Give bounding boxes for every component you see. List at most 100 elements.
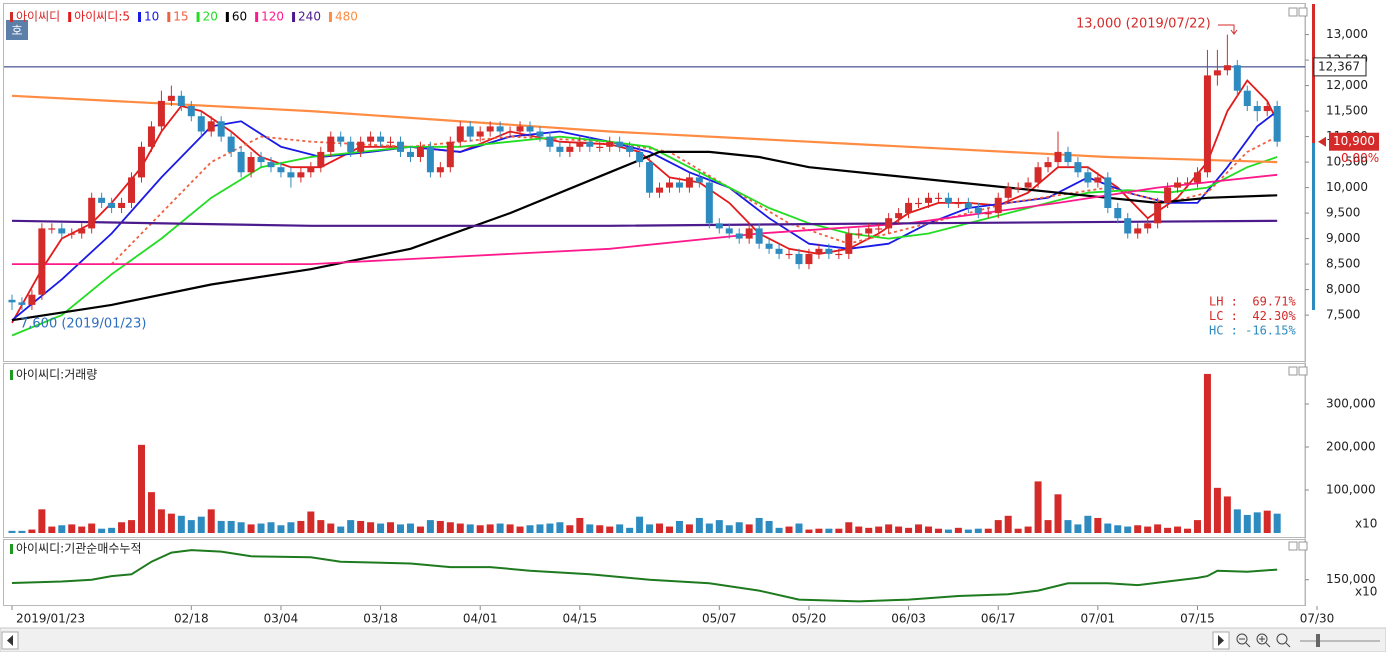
legend-label: 480: [335, 10, 358, 24]
volume-bar: [68, 524, 76, 533]
volume-bar: [347, 520, 355, 533]
y-tick-label: 8,500: [1326, 257, 1360, 271]
candle-body: [1253, 106, 1261, 112]
axes: 7,500 8,000 8,500 9,000 9,500 10,000 10,500 11,…: [11, 27, 1379, 626]
volume-bar: [98, 528, 106, 533]
legend-swatch: [225, 12, 229, 22]
candle-body: [307, 167, 315, 173]
candle-body: [964, 202, 972, 208]
volume-bar: [984, 528, 992, 533]
candle-body: [1273, 106, 1281, 142]
candle-body: [426, 146, 434, 173]
panel-button[interactable]: [1288, 366, 1298, 376]
candle-body: [516, 126, 524, 132]
volume-bar: [1074, 524, 1082, 533]
candle-body: [905, 202, 913, 214]
candle-body: [486, 126, 494, 132]
volume-bar: [466, 524, 474, 533]
unit-label: x10: [1355, 585, 1377, 599]
volume-bar: [267, 522, 275, 533]
volume-bar: [1164, 527, 1172, 533]
volume-bar: [875, 526, 883, 533]
candle-body: [725, 228, 733, 234]
scroll-right-icon: [1218, 635, 1224, 646]
candle-body: [715, 223, 723, 229]
candle-body: [257, 157, 265, 163]
candle-body: [506, 131, 514, 133]
high-annotation-arrow: [1218, 24, 1238, 35]
volume-bar: [187, 520, 195, 533]
candle-body: [277, 167, 285, 173]
mode-button[interactable]: [6, 20, 28, 40]
y-tick-label: 200,000: [1326, 440, 1376, 454]
volume-bar: [8, 530, 16, 533]
volume-bar: [118, 522, 126, 533]
range-bar-down: [1312, 143, 1315, 310]
candle-body: [48, 228, 56, 230]
panel-close-button[interactable]: [1298, 7, 1308, 17]
candle-body: [1014, 187, 1022, 189]
panel-button[interactable]: [1288, 541, 1298, 551]
candle-body: [675, 182, 683, 188]
volume-bar: [1273, 513, 1281, 533]
volume-bar: [1154, 524, 1162, 533]
cumulative-line: [11, 549, 1278, 603]
panel-button[interactable]: [1288, 7, 1298, 17]
volume-bar: [217, 520, 225, 533]
volume-bar: [1184, 528, 1192, 533]
volume-bar: [606, 526, 614, 533]
candle-body: [825, 248, 833, 254]
candle-body: [1094, 177, 1102, 183]
volume-bar: [436, 520, 444, 533]
zoom-in-button[interactable]: [1256, 633, 1271, 648]
stat-label: LH : 69.71%: [1209, 295, 1296, 309]
volume-bar: [177, 515, 185, 533]
volume-bar: [516, 526, 524, 533]
candle-body: [476, 131, 484, 137]
candle-body: [1213, 70, 1221, 76]
last-price-label: 10,900: [1333, 134, 1375, 148]
volume-bar: [835, 528, 843, 533]
zoom-slider-thumb[interactable]: [1316, 634, 1320, 647]
volume-bar: [805, 529, 813, 533]
y-tick-label: 11,500: [1326, 104, 1368, 118]
legend-swatch: [68, 12, 72, 22]
last-price-marker: [1318, 136, 1326, 147]
volume-bar: [307, 511, 315, 533]
candle-body: [58, 228, 66, 234]
volume-bar: [646, 524, 654, 533]
candle-body: [606, 141, 614, 147]
candle-body: [845, 233, 853, 254]
volume-bar: [785, 526, 793, 533]
volume-bar: [924, 526, 932, 533]
stat-label: LC : 42.30%: [1209, 309, 1296, 323]
reset-zoom-button[interactable]: [1276, 633, 1291, 648]
candle-body: [1124, 218, 1132, 234]
candle-body: [436, 167, 444, 173]
candle-body: [416, 146, 424, 157]
volume-bar: [1054, 494, 1062, 533]
low-annotation: 7,600 (2019/01/23): [20, 317, 146, 332]
candle-body: [685, 177, 693, 188]
candle-body: [337, 136, 345, 142]
candle-body: [546, 136, 554, 147]
candle-body: [247, 157, 255, 173]
panel-close-button[interactable]: [1298, 366, 1308, 376]
candle-body: [1004, 187, 1012, 198]
volume-bar: [536, 524, 544, 533]
volume-bar: [954, 527, 962, 533]
volume-bar: [596, 525, 604, 533]
volume-bar: [137, 444, 145, 533]
candle-body: [187, 106, 195, 117]
panel-close-button[interactable]: [1298, 541, 1308, 551]
candle-body: [1174, 182, 1182, 188]
candle-body: [317, 151, 325, 168]
zoom-out-button[interactable]: [1236, 633, 1251, 648]
candle-body: [1074, 162, 1082, 173]
candle-body: [1054, 151, 1062, 163]
legend-label: 15: [173, 10, 188, 24]
candle-body: [576, 141, 584, 147]
candle-body: [1024, 182, 1032, 188]
candle-body: [1263, 106, 1271, 112]
volume-bar: [78, 526, 86, 533]
